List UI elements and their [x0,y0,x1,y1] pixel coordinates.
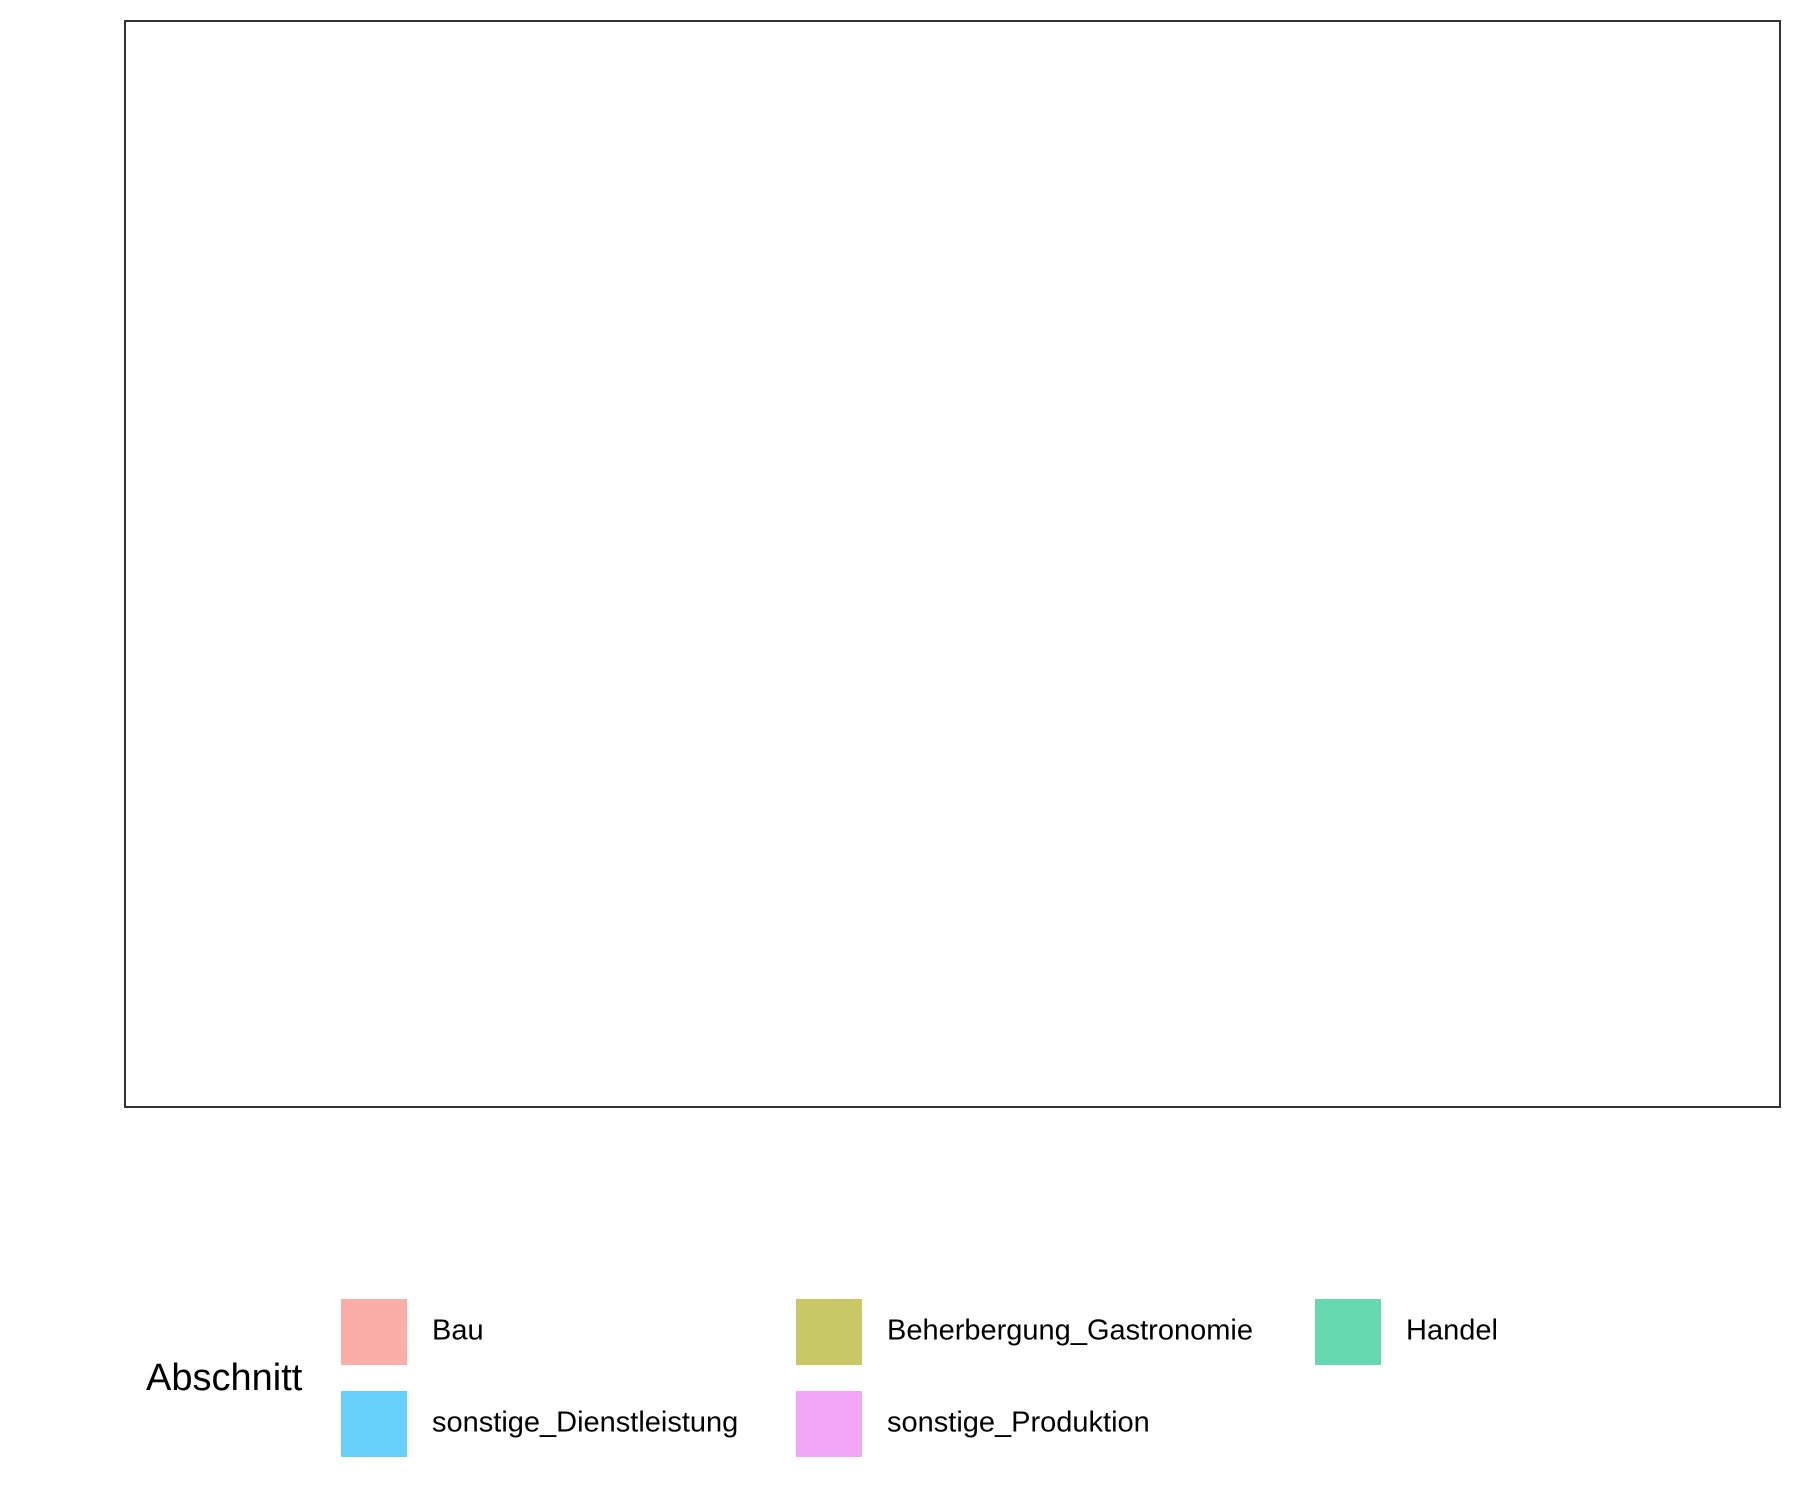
legend: Abschnitt Bau Beherbergung_Gastronomie Han… [146,1299,1498,1457]
legend-label: sonstige_Dienstleistung [432,1407,738,1439]
legend-swatch [1315,1299,1381,1365]
legend-label: sonstige_Produktion [887,1407,1150,1439]
legend-label: Bau [432,1315,484,1347]
legend-title: Abschnitt [146,1357,303,1399]
legend-label: Handel [1406,1315,1498,1347]
legend-swatch [796,1391,862,1457]
legend-swatch [796,1299,862,1365]
plot-border [124,20,1781,1108]
legend-label: Beherbergung_Gastronomie [887,1315,1253,1347]
legend-swatch [341,1391,407,1457]
legend-swatch [341,1299,407,1365]
